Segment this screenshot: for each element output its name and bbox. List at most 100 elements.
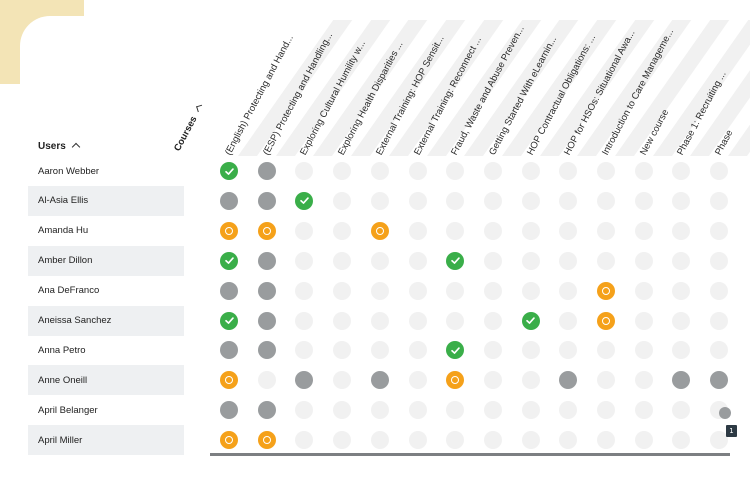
horizontal-scrollbar[interactable] (210, 453, 730, 456)
user-row[interactable]: April Miller (28, 425, 184, 456)
not-enrolled-dot (446, 281, 465, 300)
not-enrolled-dot (295, 221, 314, 240)
not-started-dot[interactable] (257, 281, 276, 300)
sort-up-icon (196, 104, 204, 113)
not-enrolled-dot (672, 401, 691, 420)
not-started-dot[interactable] (672, 371, 691, 390)
in-progress-icon[interactable] (257, 221, 276, 240)
not-started-dot[interactable] (370, 371, 389, 390)
user-name: Ana DeFranco (38, 285, 100, 297)
not-enrolled-dot (408, 401, 427, 420)
status-dot (719, 407, 731, 419)
not-enrolled-dot (333, 221, 352, 240)
not-enrolled-dot (559, 311, 578, 330)
not-enrolled-dot (710, 162, 729, 180)
user-row[interactable]: Aaron Webber (28, 156, 184, 186)
completed-check-icon[interactable] (295, 191, 314, 210)
not-enrolled-dot (597, 371, 615, 390)
not-started-dot[interactable] (220, 281, 238, 300)
user-row[interactable]: Anne Oneill (28, 365, 184, 396)
not-enrolled-dot (672, 281, 691, 300)
not-enrolled-dot (559, 401, 578, 420)
not-enrolled-dot (597, 431, 615, 450)
in-progress-icon[interactable] (220, 371, 238, 390)
not-enrolled-dot (521, 401, 540, 420)
not-enrolled-dot (333, 191, 352, 210)
not-enrolled-dot (483, 162, 502, 180)
not-started-dot[interactable] (257, 162, 276, 180)
users-sort-header[interactable]: Users (38, 141, 81, 152)
in-progress-icon[interactable] (597, 311, 615, 330)
not-enrolled-dot (370, 401, 389, 420)
not-enrolled-dot (295, 251, 314, 270)
not-enrolled-dot (634, 401, 653, 420)
not-enrolled-dot (521, 191, 540, 210)
not-enrolled-dot (370, 191, 389, 210)
not-enrolled-dot (672, 311, 691, 330)
not-enrolled-dot (333, 162, 352, 180)
completed-check-icon[interactable] (521, 311, 540, 330)
not-started-dot[interactable] (220, 191, 238, 210)
not-enrolled-dot (483, 221, 502, 240)
completed-check-icon[interactable] (220, 162, 238, 180)
not-enrolled-dot (408, 311, 427, 330)
not-enrolled-dot (710, 251, 729, 270)
not-started-dot[interactable] (220, 341, 238, 360)
not-enrolled-dot (333, 341, 352, 360)
not-started-dot[interactable] (257, 191, 276, 210)
not-enrolled-dot (333, 431, 352, 450)
user-name: Amanda Hu (38, 225, 89, 237)
in-progress-icon[interactable] (446, 371, 465, 390)
not-started-dot[interactable] (220, 401, 238, 420)
not-enrolled-dot (446, 311, 465, 330)
sort-up-icon (71, 142, 81, 152)
not-started-dot[interactable] (257, 341, 276, 360)
not-enrolled-dot (333, 311, 352, 330)
user-name: Aaron Webber (38, 165, 100, 177)
not-enrolled-dot (370, 341, 389, 360)
not-enrolled-dot (521, 281, 540, 300)
not-enrolled-dot (559, 251, 578, 270)
user-name: April Miller (38, 434, 83, 446)
not-enrolled-dot (672, 251, 691, 270)
not-started-dot[interactable] (295, 371, 314, 390)
in-progress-icon[interactable] (220, 431, 238, 450)
not-started-dot[interactable] (257, 251, 276, 270)
user-row[interactable]: April Belanger (28, 395, 184, 425)
not-enrolled-dot (672, 221, 691, 240)
not-enrolled-dot (408, 431, 427, 450)
user-name: Amber Dillon (38, 255, 93, 267)
in-progress-icon[interactable] (597, 281, 615, 300)
not-started-dot[interactable] (257, 311, 276, 330)
completed-check-icon[interactable] (446, 251, 465, 270)
user-name: April Belanger (38, 404, 98, 416)
not-enrolled-dot (370, 431, 389, 450)
not-enrolled-dot (710, 311, 729, 330)
in-progress-icon[interactable] (220, 221, 238, 240)
user-row[interactable]: Aneissa Sanchez (28, 305, 184, 336)
not-enrolled-dot (483, 401, 502, 420)
completed-check-icon[interactable] (446, 341, 465, 360)
not-enrolled-dot (408, 221, 427, 240)
completed-check-icon[interactable] (220, 311, 238, 330)
not-started-dot[interactable] (559, 371, 578, 390)
not-enrolled-dot (597, 401, 615, 420)
completed-check-icon[interactable] (220, 251, 238, 270)
in-progress-icon[interactable] (257, 431, 276, 450)
in-progress-icon[interactable] (370, 221, 389, 240)
user-row[interactable]: Amber Dillon (28, 245, 184, 276)
user-row[interactable]: Anna Petro (28, 335, 184, 365)
user-row[interactable]: Amanda Hu (28, 216, 184, 246)
user-name: Anne Oneill (38, 374, 88, 386)
not-started-dot[interactable] (257, 401, 276, 420)
not-enrolled-dot (710, 281, 729, 300)
not-enrolled-dot (295, 401, 314, 420)
not-enrolled-dot (483, 281, 502, 300)
not-enrolled-dot (521, 341, 540, 360)
user-row[interactable]: Ana DeFranco (28, 276, 184, 306)
not-enrolled-dot (634, 221, 653, 240)
not-started-dot[interactable] (710, 371, 729, 390)
not-enrolled-dot (597, 341, 615, 360)
user-row[interactable]: Al-Asia Ellis (28, 185, 184, 216)
not-enrolled-dot (521, 251, 540, 270)
